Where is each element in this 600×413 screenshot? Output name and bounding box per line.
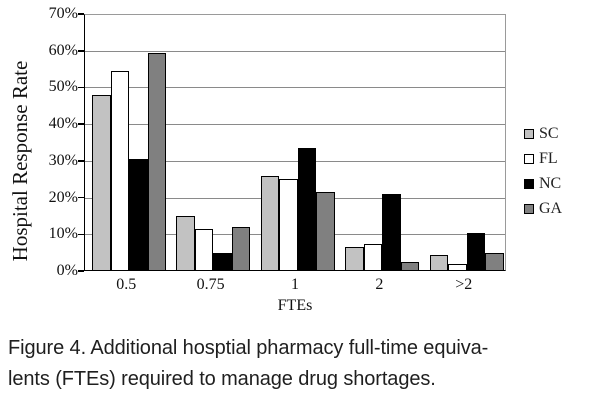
- y-tick-label: 30%: [48, 151, 78, 169]
- legend-item-NC: NC: [524, 171, 562, 196]
- y-tick-label: 50%: [48, 78, 78, 96]
- x-tick-label-0.75: 0.75: [196, 276, 225, 293]
- figure-caption-line-2: lents (FTEs) required to manage drug sho…: [8, 368, 436, 390]
- y-tick-mark: [78, 13, 84, 15]
- y-tick-mark: [78, 196, 84, 199]
- plot-area: [78, 13, 506, 272]
- bar-SC-2: [345, 247, 364, 271]
- y-tick-label: 0%: [56, 262, 78, 279]
- legend-item-SC: SC: [524, 121, 562, 146]
- y-tick-mark: [78, 270, 84, 272]
- bar-FL-0.75: [194, 228, 214, 271]
- chart-figure: Hospital Response Rate FTEs SC FL NC GA 0% 1…: [8, 5, 562, 314]
- bar-GA-0.75: [231, 226, 251, 271]
- figure-caption-line-1: Figure 4. Additional hosptial pharmacy f…: [8, 337, 489, 359]
- gridline-50%: [84, 87, 506, 89]
- bar-NC-0.5: [129, 159, 148, 271]
- bar-NC-0.75: [213, 252, 232, 271]
- y-tick-mark: [78, 123, 84, 125]
- bar-FL-1: [279, 179, 298, 271]
- bar-SC-0.5: [92, 94, 111, 271]
- bar-SC->2: [429, 254, 449, 271]
- legend-item-FL: FL: [524, 146, 562, 171]
- legend-label-NC: NC: [539, 174, 562, 192]
- legend-label-FL: FL: [539, 149, 558, 167]
- bar-NC->2: [466, 232, 486, 271]
- bar-NC-2: [382, 193, 401, 271]
- y-tick-label: 20%: [48, 188, 78, 206]
- x-tick-label-1: 1: [290, 276, 299, 293]
- gridline-40%: [84, 124, 506, 126]
- x-tick-label-0.5: 0.5: [116, 276, 137, 293]
- gridline-30%: [84, 160, 506, 162]
- y-tick-mark: [78, 233, 84, 235]
- y-tick-mark: [78, 86, 84, 89]
- legend: SC FL NC GA: [524, 121, 562, 221]
- x-tick-label-2: 2: [375, 276, 384, 293]
- bar-SC-0.75: [176, 215, 195, 271]
- legend-swatch-SC: [524, 128, 534, 139]
- bar-FL-0.5: [110, 70, 129, 271]
- figure-caption: Figure 4. Additional hosptial pharmacy f…: [8, 333, 598, 395]
- y-tick-label: 10%: [48, 225, 78, 243]
- bar-FL->2: [448, 263, 467, 271]
- legend-swatch-GA: [524, 203, 534, 214]
- y-tick-label: 40%: [48, 115, 78, 133]
- x-tick-label->2: >2: [455, 276, 473, 293]
- legend-label-SC: SC: [539, 124, 559, 142]
- x-axis-title: FTEs: [277, 297, 313, 314]
- bar-GA-2: [400, 261, 420, 271]
- bar-NC-1: [297, 148, 317, 271]
- bar-FL-2: [363, 243, 383, 271]
- bar-GA->2: [485, 252, 504, 271]
- legend-swatch-NC: [524, 178, 534, 189]
- bar-SC-1: [260, 175, 280, 271]
- bar-GA-1: [316, 192, 335, 271]
- y-tick-label: 70%: [48, 5, 78, 22]
- legend-item-GA: GA: [524, 196, 562, 221]
- legend-label-GA: GA: [539, 199, 563, 217]
- legend-swatch-FL: [524, 153, 534, 164]
- gridline-60%: [84, 50, 506, 52]
- bar-GA-0.5: [147, 52, 166, 271]
- y-tick-mark: [78, 50, 84, 52]
- y-tick-label: 60%: [48, 41, 78, 59]
- y-tick-mark: [78, 160, 84, 162]
